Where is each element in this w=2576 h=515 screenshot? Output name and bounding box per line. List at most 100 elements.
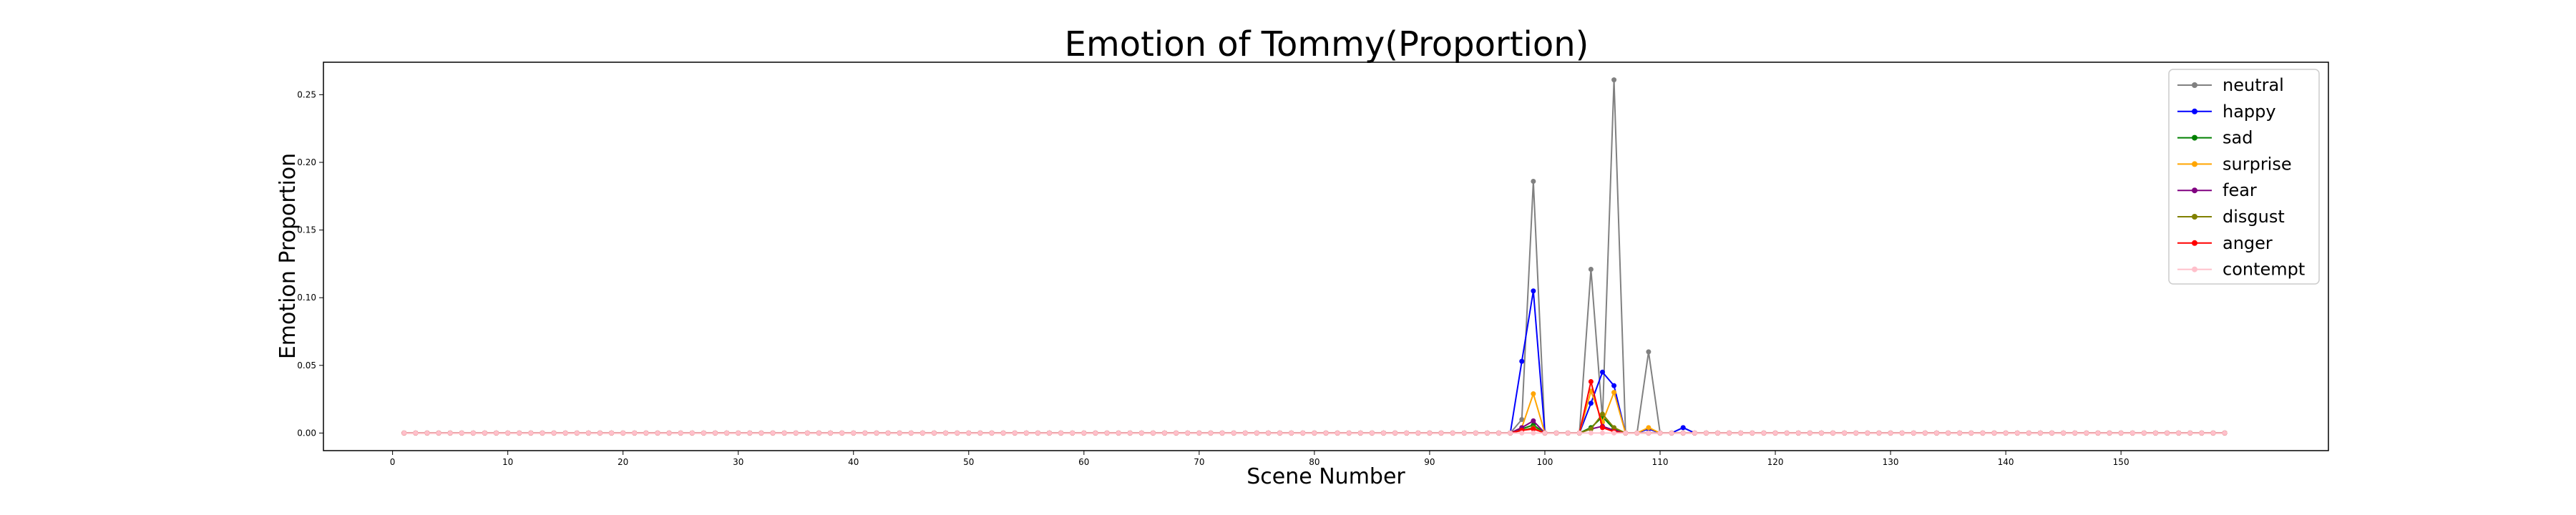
contempt-point [724, 430, 730, 436]
contempt-point [1035, 430, 1040, 436]
contempt-point [2187, 430, 2193, 436]
x-tick-label: 100 [1537, 457, 1553, 467]
contempt-point [470, 430, 476, 436]
contempt-point [1174, 430, 1179, 436]
contempt-point [1680, 430, 1686, 436]
x-tick-label: 50 [963, 457, 974, 467]
contempt-point [1738, 430, 1744, 436]
contempt-point [1162, 430, 1168, 436]
contempt-point [1093, 430, 1098, 436]
contempt-point [1922, 430, 1928, 436]
contempt-point [2049, 430, 2055, 436]
legend: neutral happy sad surprise fear disgust anger c… [2168, 69, 2320, 285]
legend-box [2168, 69, 2320, 285]
contempt-point [943, 430, 949, 436]
happy-point [1519, 358, 1525, 364]
surprise-point [1646, 425, 1652, 431]
contempt-point [2037, 430, 2043, 436]
contempt-point [585, 430, 591, 436]
legend-label-contempt: contempt [2223, 260, 2305, 280]
legend-marker-happy [2192, 108, 2197, 114]
legend-marker-neutral [2192, 82, 2197, 88]
x-tick-label: 140 [1998, 457, 2014, 467]
contempt-point [1669, 430, 1674, 436]
contempt-point [1300, 430, 1306, 436]
contempt-point [839, 430, 845, 436]
contempt-point [1842, 430, 1848, 436]
contempt-point [1531, 430, 1536, 436]
contempt-point [1323, 430, 1329, 436]
contempt-point [1346, 430, 1352, 436]
contempt-point [424, 430, 430, 436]
x-tick-label: 0 [390, 457, 396, 467]
x-tick-label: 10 [502, 457, 513, 467]
contempt-point [643, 430, 649, 436]
contempt-point [1519, 430, 1525, 436]
contempt-point [1265, 430, 1271, 436]
contempt-point [632, 430, 638, 436]
contempt-point [2129, 430, 2135, 436]
disgust-point [1599, 411, 1605, 417]
contempt-point [1254, 430, 1259, 436]
legend-marker-anger [2192, 240, 2197, 246]
x-tick-label: 60 [1078, 457, 1089, 467]
x-tick-label: 120 [1767, 457, 1784, 467]
contempt-point [713, 430, 718, 436]
contempt-point [401, 430, 407, 436]
contempt-point [770, 430, 776, 436]
contempt-point [505, 430, 511, 436]
contempt-point [447, 430, 453, 436]
y-axis-label: Emotion Proportion [275, 153, 301, 359]
contempt-point [2152, 430, 2158, 436]
contempt-point [1968, 430, 1974, 436]
contempt-point [1335, 430, 1340, 436]
contempt-point [1289, 430, 1294, 436]
contempt-point [1588, 430, 1594, 436]
contempt-point [919, 430, 925, 436]
contempt-point [1576, 430, 1582, 436]
contempt-point [2014, 430, 2020, 436]
anger-point [1599, 425, 1605, 431]
contempt-point [1023, 430, 1029, 436]
contempt-point [1461, 430, 1467, 436]
contempt-point [758, 430, 764, 436]
contempt-point [528, 430, 534, 436]
contempt-point [1876, 430, 1882, 436]
contempt-point [1081, 430, 1087, 436]
contempt-point [1219, 430, 1225, 436]
contempt-point [1715, 430, 1721, 436]
contempt-point [1957, 430, 1963, 436]
y-tick-label: 0.10 [297, 293, 316, 303]
contempt-point [413, 430, 419, 436]
happy-point [1588, 401, 1594, 406]
contempt-point [1438, 430, 1444, 436]
contempt-point [1185, 430, 1191, 436]
contempt-point [1369, 430, 1375, 436]
x-tick-label: 70 [1194, 457, 1204, 467]
contempt-point [828, 430, 834, 436]
x-tick-label: 130 [1883, 457, 1899, 467]
x-axis: 0 10 20 30 40 50 60 70 80 90 100 110 120 130 140 150 [390, 451, 2129, 467]
contempt-point [574, 430, 580, 436]
legend-label-happy: happy [2223, 102, 2276, 122]
contempt-point [989, 430, 995, 436]
neutral-point [1646, 349, 1652, 355]
x-tick-label: 150 [2113, 457, 2129, 467]
legend-marker-contempt [2192, 266, 2197, 273]
happy-point [1531, 288, 1536, 294]
contempt-point [955, 430, 960, 436]
contempt-point [1565, 430, 1571, 436]
contempt-point [1415, 430, 1421, 436]
contempt-point [1277, 430, 1283, 436]
contempt-point [1508, 430, 1513, 436]
contempt-point [2072, 430, 2078, 436]
contempt-point [885, 430, 891, 436]
y-tick-label: 0.15 [297, 225, 316, 235]
contempt-point [897, 430, 902, 436]
contempt-point [851, 430, 857, 436]
neutral-point [1519, 416, 1525, 422]
contempt-point [816, 430, 821, 436]
contempt-point [1116, 430, 1121, 436]
